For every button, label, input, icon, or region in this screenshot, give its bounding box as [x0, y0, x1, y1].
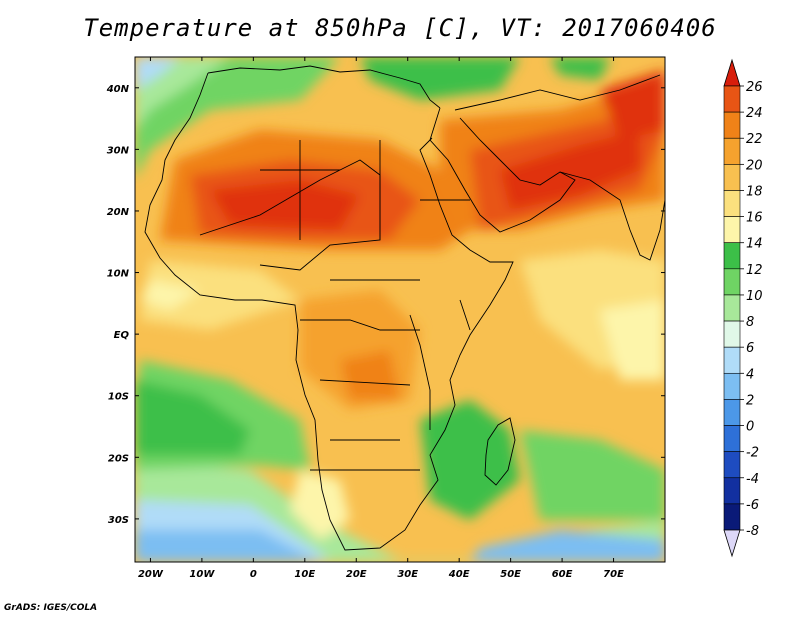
colorbar-swatch [723, 503, 741, 531]
colorbar-over-arrow [723, 58, 741, 87]
lon-tick-label: 0 [250, 569, 257, 580]
colorbar-swatch [723, 372, 741, 400]
lat-tick-label: 30N [107, 145, 130, 156]
lat-tick-label: 40N [106, 84, 130, 95]
colorbar-swatch [723, 477, 741, 505]
plot-frame [134, 56, 666, 563]
colorbar-label: -2 [746, 446, 759, 461]
latitude-axis: 40N 30N 20N 10N EQ 10S 20S 30S [106, 84, 665, 526]
colorbar-label: -4 [746, 472, 759, 487]
colorbar-label: 14 [746, 237, 763, 252]
colorbar-label: 20 [746, 158, 763, 173]
lon-tick-label: 10E [294, 569, 315, 580]
lat-tick-label: 10N [107, 269, 130, 280]
lon-tick-label: 40E [448, 569, 470, 580]
colorbar-swatch [723, 242, 741, 270]
colorbar-swatch [723, 111, 741, 139]
colorbar-label: 26 [746, 80, 763, 95]
colorbar-label: 8 [746, 315, 754, 330]
lon-tick-label: 20E [346, 569, 367, 580]
colorbar-swatch [723, 294, 741, 322]
lat-tick-label: 30S [108, 515, 129, 526]
colorbar-label: 22 [746, 132, 763, 147]
colorbar-swatch [723, 137, 741, 165]
colorbar-label: 2 [746, 393, 754, 408]
colorbar-swatch [723, 346, 741, 374]
colorbar-label: 16 [746, 211, 763, 226]
colorbar-label: 24 [746, 106, 763, 121]
grads-credit: GrADS: IGES/COLA [4, 603, 98, 613]
lat-tick-label: EQ [114, 330, 130, 341]
lat-tick-label: 10S [108, 392, 129, 403]
colorbar-swatch [723, 399, 741, 426]
colorbar-label: 10 [746, 289, 763, 304]
colorbar-swatch [723, 216, 741, 244]
colorbar-swatch [723, 85, 741, 113]
colorbar-label: 6 [746, 341, 754, 356]
coastlines [144, 65, 665, 551]
colorbar-label: 0 [746, 420, 754, 435]
colorbar-swatch [723, 451, 741, 479]
lon-tick-label: 10W [189, 569, 215, 580]
colorbar-label: -8 [746, 524, 759, 539]
lon-tick-label: 20W [138, 569, 164, 580]
lon-tick-label: 30E [397, 569, 418, 580]
chart-title: Temperature at 850hPa [C], VT: 201706040… [83, 14, 717, 42]
colorbar-label: 18 [746, 184, 763, 199]
colorbar-swatch [723, 425, 741, 452]
colorbar-label: 12 [746, 263, 763, 278]
lon-tick-label: 60E [552, 569, 573, 580]
lat-tick-label: 20S [108, 453, 129, 464]
colorbar-swatch [723, 164, 741, 191]
lat-tick-label: 20N [107, 207, 130, 218]
colorbar-under-arrow [723, 529, 741, 558]
colorbar-swatch [723, 268, 741, 296]
lon-tick-label: 70E [603, 569, 624, 580]
longitude-axis: 20W 10W 0 10E 20E 30E 40E 50E 60E 70E [138, 57, 624, 580]
colorbar-swatch [723, 320, 741, 348]
temperature-field [135, 57, 665, 562]
colorbar-label: -6 [746, 498, 759, 513]
lon-tick-label: 50E [500, 569, 521, 580]
colorbar-swatch [723, 190, 741, 217]
colorbar-label: 4 [746, 367, 754, 382]
